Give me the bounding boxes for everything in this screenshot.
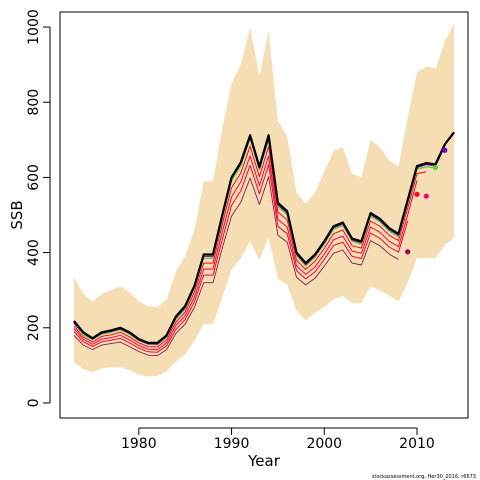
axes-layer: 1980 1990 2000 2010 0 200 400 600 800 1000 [26,9,435,452]
y-tick-label-1000: 1000 [26,9,42,45]
ssb-main-line [73,131,455,344]
plot-frame [59,11,469,419]
ssb-retro-line-2 [73,145,427,348]
confidence-band-layer [73,23,455,377]
y-tick-label-600: 600 [26,164,42,191]
x-tick-label-1980: 1980 [121,436,157,452]
x-tick-label-2000: 2000 [306,436,342,452]
y-tick-label-200: 200 [26,314,42,341]
ssb-retro-line-4 [73,164,409,353]
y-tick-label-800: 800 [26,89,42,116]
x-axis-title: Year [247,452,281,470]
y-axis-title: SSB [8,200,26,229]
series-lines-layer [73,131,455,357]
retro-point-2012 [432,165,439,171]
y-tick-label-400: 400 [26,239,42,266]
retro-point-2009 [405,249,411,255]
retro-point-2013 [442,147,448,153]
retro-point-2011 [423,193,429,199]
y-tick-label-0: 0 [26,399,42,408]
ssb-retro-line-3 [73,155,418,351]
retro-point-2010 [414,191,420,197]
retro-points-layer [405,147,448,255]
credit-text: stockassessment.org, Her30_2016, r6673 [372,474,476,480]
confidence-band [73,23,455,377]
x-tick-label-2010: 2010 [399,436,435,452]
x-tick-label-1990: 1990 [214,436,250,452]
ssb-retro-line-5 [73,176,399,357]
